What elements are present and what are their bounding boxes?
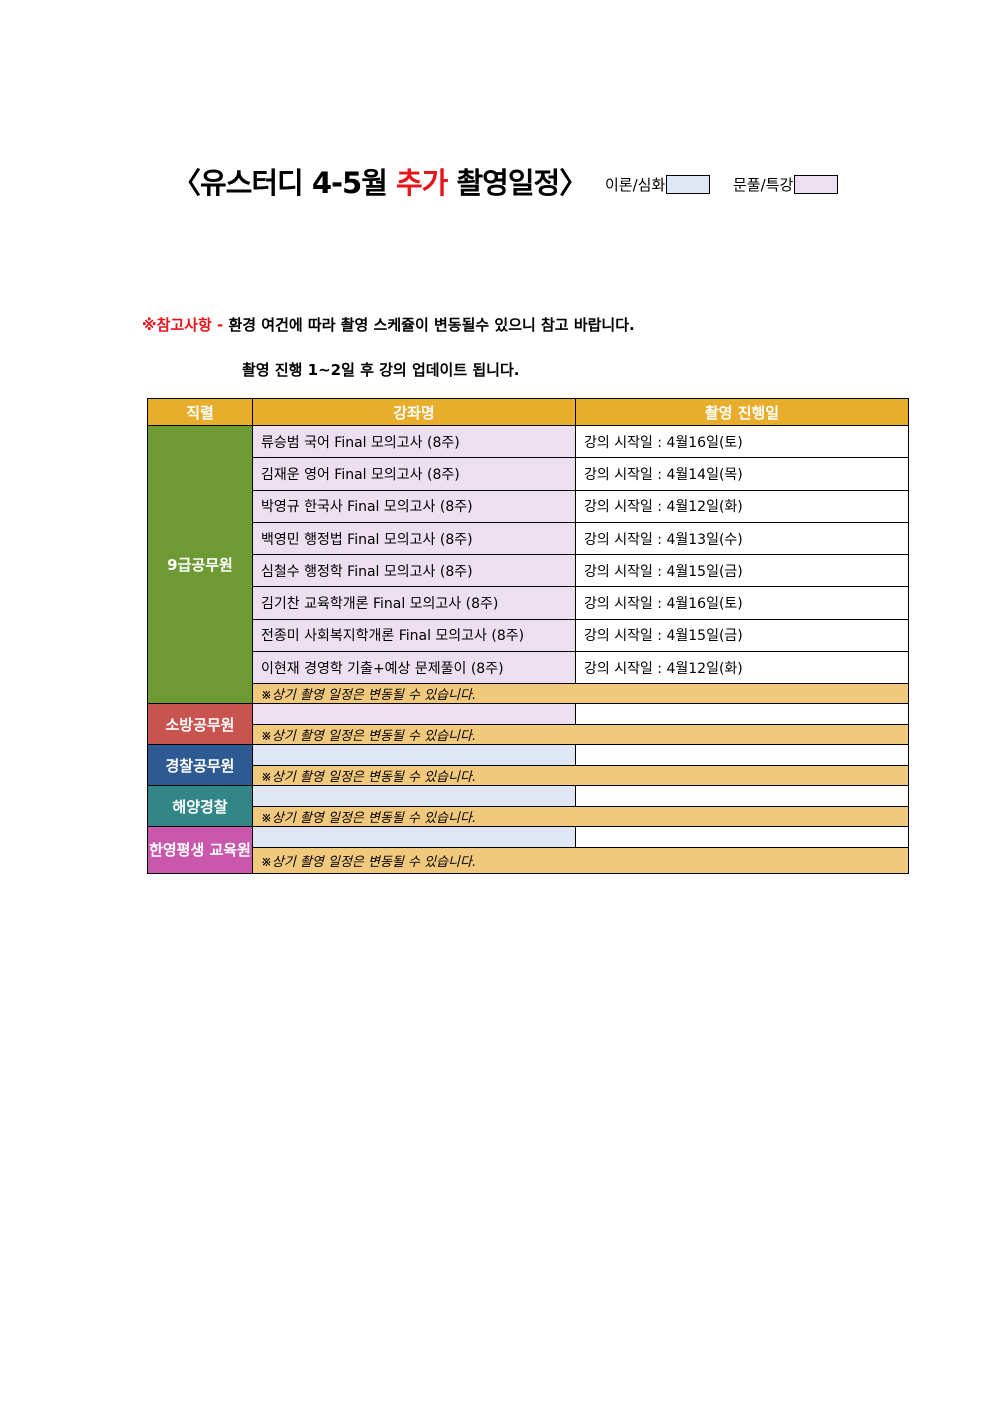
table-row: 해양경찰 xyxy=(147,785,909,828)
table-row: 김기찬 교육학개론 Final 모의고사 (8주) 강의 시작일 : 4월16일(… xyxy=(148,586,909,620)
category-cell: 해양경찰 xyxy=(147,785,253,828)
course-cell xyxy=(252,785,576,808)
date-cell: 강의 시작일 : 4월13일(수) xyxy=(575,521,909,556)
disclaimer-row: ※상기 촬영 일정은 변동될 수 있습니다. xyxy=(148,806,909,828)
date-cell: 강의 시작일 : 4월16일(토) xyxy=(575,586,909,620)
course-cell: 백영민 행정법 Final 모의고사 (8주) xyxy=(252,521,576,556)
table-header: 직렬 강좌명 촬영 진행일 xyxy=(147,398,909,426)
legend-swatch xyxy=(794,175,839,194)
disclaimer-cell: ※상기 촬영 일정은 변동될 수 있습니다. xyxy=(252,724,909,746)
table-row: 이현재 경영학 기출+예상 문제풀이 (8주) 강의 시작일 : 4월12일(화) xyxy=(148,651,909,685)
page-title: 〈유스터디 4-5월 추가 촬영일정〉 xyxy=(172,166,588,200)
course-cell xyxy=(252,826,576,849)
date-cell: 강의 시작일 : 4월14일(목) xyxy=(575,457,909,491)
disclaimer-cell: ※상기 촬영 일정은 변동될 수 있습니다. xyxy=(252,765,909,787)
table-row: 김재운 영어 Final 모의고사 (8주) 강의 시작일 : 4월14일(목) xyxy=(148,457,909,491)
date-cell: 강의 시작일 : 4월15일(금) xyxy=(575,618,909,653)
date-cell: 강의 시작일 : 4월12일(화) xyxy=(575,489,909,523)
date-cell: 강의 시작일 : 4월16일(토) xyxy=(575,424,909,459)
date-cell xyxy=(575,785,909,808)
category-cell: 9급공무원 xyxy=(147,424,253,705)
course-cell xyxy=(252,703,576,726)
course-cell: 김재운 영어 Final 모의고사 (8주) xyxy=(252,457,576,491)
course-cell: 류승범 국어 Final 모의고사 (8주) xyxy=(252,424,576,459)
note-line-1: ※참고사항 - 환경 여건에 따라 촬영 스케쥴이 변동될수 있으니 참고 바랍… xyxy=(142,316,635,334)
course-cell xyxy=(252,744,576,767)
category-cell: 소방공무원 xyxy=(147,703,253,746)
table-row: 9급공무원 류승범 국어 Final 모의고사 (8주) 강의 시작일 : 4월16… xyxy=(147,424,909,705)
course-cell: 심철수 행정학 Final 모의고사 (8주) xyxy=(252,554,576,588)
legend-swatch xyxy=(666,175,711,194)
disclaimer-cell: ※상기 촬영 일정은 변동될 수 있습니다. xyxy=(252,683,909,705)
table-row: 한영평생 교육원 xyxy=(147,826,909,875)
disclaimer-row: ※상기 촬영 일정은 변동될 수 있습니다. xyxy=(148,683,909,705)
course-cell: 이현재 경영학 기출+예상 문제풀이 (8주) xyxy=(252,651,576,685)
schedule-table: 직렬 강좌명 촬영 진행일 9급공무원 류승범 국어 Final 모의고사 (8주) 강… xyxy=(147,398,909,875)
disclaimer-row: ※상기 촬영 일정은 변동될 수 있습니다. xyxy=(148,724,909,746)
disclaimer-row: ※상기 촬영 일정은 변동될 수 있습니다. xyxy=(148,847,909,875)
disclaimer-cell: ※상기 촬영 일정은 변동될 수 있습니다. xyxy=(252,847,909,875)
date-cell xyxy=(575,826,909,849)
title-highlight: 추가 xyxy=(396,166,448,200)
category-cell: 경찰공무원 xyxy=(147,744,253,787)
note-line-2: 촬영 진행 1~2일 후 강의 업데이트 됩니다. xyxy=(242,361,520,379)
date-cell: 강의 시작일 : 4월12일(화) xyxy=(575,651,909,685)
legend-theory: 이론/심화 xyxy=(605,174,711,195)
table-row: 경찰공무원 xyxy=(147,744,909,787)
course-cell: 박영규 한국사 Final 모의고사 (8주) xyxy=(252,489,576,523)
category-cell: 한영평생 교육원 xyxy=(147,826,253,875)
table-row: 소방공무원 xyxy=(147,703,909,746)
table-row: 백영민 행정법 Final 모의고사 (8주) 강의 시작일 : 4월13일(수) xyxy=(148,521,909,556)
date-cell xyxy=(575,744,909,767)
table-row: 박영규 한국사 Final 모의고사 (8주) 강의 시작일 : 4월12일(화) xyxy=(148,489,909,523)
disclaimer-row: ※상기 촬영 일정은 변동될 수 있습니다. xyxy=(148,765,909,787)
course-cell: 전종미 사회복지학개론 Final 모의고사 (8주) xyxy=(252,618,576,653)
table-row: 심철수 행정학 Final 모의고사 (8주) 강의 시작일 : 4월15일(금) xyxy=(148,554,909,588)
course-cell: 김기찬 교육학개론 Final 모의고사 (8주) xyxy=(252,586,576,620)
disclaimer-cell: ※상기 촬영 일정은 변동될 수 있습니다. xyxy=(252,806,909,828)
date-cell: 강의 시작일 : 4월15일(금) xyxy=(575,554,909,588)
legend-practice: 문풀/특강 xyxy=(733,174,839,195)
date-cell xyxy=(575,703,909,726)
table-row: 전종미 사회복지학개론 Final 모의고사 (8주) 강의 시작일 : 4월15… xyxy=(148,618,909,653)
